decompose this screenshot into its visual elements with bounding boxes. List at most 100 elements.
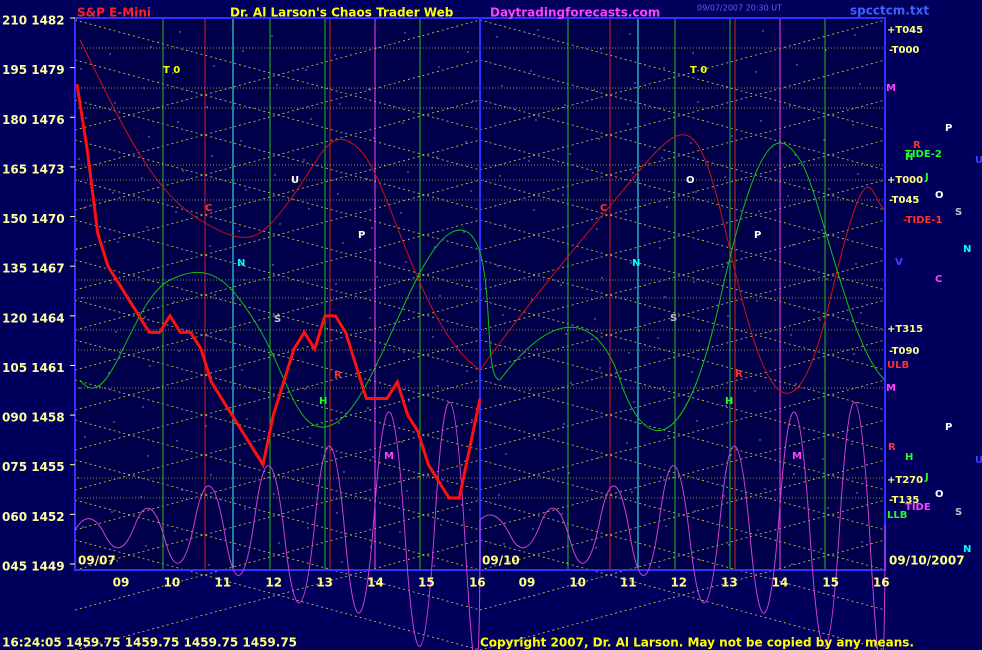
- dot: [470, 190, 472, 192]
- dot: [148, 136, 150, 138]
- dot: [205, 425, 207, 427]
- dot: [150, 46, 152, 48]
- cycle-green: [79, 142, 886, 432]
- dot: [660, 476, 662, 478]
- dot: [438, 66, 440, 68]
- dot: [792, 244, 794, 246]
- annotation: J: [924, 172, 929, 183]
- y-tick-label: 090 1458: [2, 411, 65, 425]
- dot: [464, 460, 466, 462]
- annotation: M: [792, 451, 802, 462]
- y-tick-label: 045 1449: [2, 560, 65, 574]
- cycle-red: [79, 39, 886, 394]
- dot: [794, 154, 796, 156]
- dot: [408, 400, 410, 402]
- dot: [343, 471, 345, 473]
- annotation: S: [955, 207, 962, 218]
- panel-date: 09/10: [482, 554, 520, 568]
- annotation: S: [955, 507, 962, 518]
- annotation: TIDE-2: [905, 149, 942, 160]
- dot: [308, 208, 310, 210]
- y-tick-label: 180 1476: [2, 113, 65, 127]
- annotation: H: [905, 452, 913, 463]
- dot: [467, 51, 469, 53]
- dot: [627, 123, 629, 125]
- dot: [667, 435, 669, 437]
- annotation: C: [205, 203, 212, 214]
- dot: [407, 171, 409, 173]
- annotation: +T315: [887, 324, 923, 335]
- dot: [693, 281, 695, 283]
- dot: [826, 278, 828, 280]
- dot: [140, 496, 142, 498]
- dot: [819, 319, 821, 321]
- dot: [177, 121, 179, 123]
- dot: [533, 209, 535, 211]
- x-tick-label: 11: [214, 576, 231, 590]
- annotation: P: [945, 123, 952, 134]
- dot: [433, 565, 435, 567]
- dot: [828, 188, 830, 190]
- dot: [439, 295, 441, 297]
- dot: [796, 64, 798, 66]
- y-tick-label: 105 1461: [2, 361, 65, 375]
- x-tick-label: 13: [316, 576, 333, 590]
- annotation: S: [274, 314, 281, 325]
- dot: [827, 507, 829, 509]
- dot: [633, 401, 635, 403]
- dot: [306, 298, 308, 300]
- dot: [758, 210, 760, 212]
- annotation: R: [334, 370, 342, 381]
- dot: [303, 159, 305, 161]
- dot: [690, 142, 692, 144]
- dot: [825, 49, 827, 51]
- annotation: H: [725, 396, 733, 407]
- annotation: V: [895, 257, 903, 268]
- dot: [310, 118, 312, 120]
- y-tick-label: 150 1470: [2, 212, 65, 226]
- dot: [852, 124, 854, 126]
- dot: [240, 140, 242, 142]
- annotation: M: [886, 83, 896, 94]
- dot: [440, 524, 442, 526]
- dot: [593, 89, 595, 91]
- dot: [401, 441, 403, 443]
- dot: [405, 261, 407, 263]
- annotation: O: [935, 489, 944, 500]
- dot: [110, 282, 112, 284]
- annotation: -T045: [889, 195, 919, 206]
- dot: [661, 157, 663, 159]
- annotation: TIDE: [905, 502, 931, 513]
- dot: [238, 230, 240, 232]
- dot: [368, 88, 370, 90]
- dot: [339, 103, 341, 105]
- dot: [537, 29, 539, 31]
- dot: [856, 492, 858, 494]
- dot: [625, 213, 627, 215]
- annotation: R: [913, 140, 921, 151]
- dot: [146, 226, 148, 228]
- copyright: Copyright 2007, Dr. Al Larson. May not b…: [480, 636, 914, 650]
- dot: [113, 421, 115, 423]
- annotation: -TIDE-1: [903, 215, 943, 226]
- dot: [696, 420, 698, 422]
- annotation: P: [945, 422, 952, 433]
- x-tick-label: 12: [670, 576, 687, 590]
- annotation: U: [975, 455, 982, 466]
- y-tick-label: 120 1464: [2, 311, 65, 325]
- dot: [569, 153, 571, 155]
- dot: [570, 382, 572, 384]
- dot: [82, 526, 84, 528]
- annotation: +T000: [887, 175, 923, 186]
- dot: [400, 212, 402, 214]
- dot: [791, 563, 793, 565]
- y-tick-label: 195 1479: [2, 63, 65, 77]
- dot: [860, 312, 862, 314]
- dot: [697, 101, 699, 103]
- dot: [598, 138, 600, 140]
- dot: [663, 67, 665, 69]
- dot: [730, 454, 732, 456]
- dot: [629, 33, 631, 35]
- annotation: M: [384, 451, 394, 462]
